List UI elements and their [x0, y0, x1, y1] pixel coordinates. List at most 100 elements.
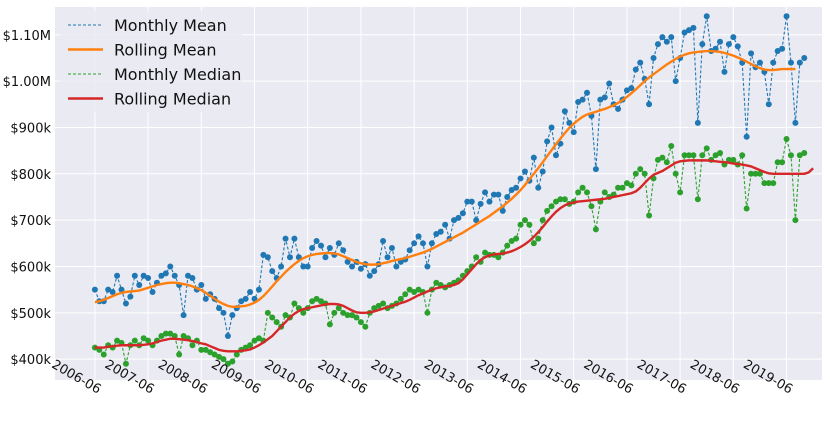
monthly-median-point [681, 152, 688, 159]
monthly-mean-point [136, 282, 143, 289]
monthly-median-point [318, 298, 325, 305]
monthly-mean-point [335, 240, 342, 247]
monthly-median-point [601, 189, 608, 196]
y-tick-label: $1.00M [3, 75, 51, 90]
monthly-median-point [756, 170, 763, 177]
monthly-mean-point [415, 233, 422, 240]
monthly-median-point [592, 226, 599, 233]
monthly-mean-point [105, 286, 112, 293]
y-axis-ticks: $400k $500k $600k $700k $800k $900k $1.00M $1.1… [3, 29, 52, 368]
monthly-median-point [402, 291, 409, 298]
monthly-median-point [189, 342, 196, 349]
monthly-median-point [628, 182, 635, 189]
monthly-median-point [508, 237, 515, 244]
monthly-median-point [211, 351, 218, 358]
monthly-median-point [273, 319, 280, 326]
monthly-median-point [752, 170, 759, 177]
monthly-mean-point [300, 263, 307, 270]
monthly-median-point [663, 159, 670, 166]
monthly-median-point [685, 152, 692, 159]
monthly-mean-point [428, 240, 435, 247]
monthly-median-point [521, 217, 528, 224]
monthly-mean-point [278, 263, 285, 270]
monthly-median-point [739, 152, 746, 159]
monthly-mean-point [668, 34, 675, 41]
monthly-median-point [672, 170, 679, 177]
monthly-mean-point [114, 272, 121, 279]
monthly-mean-point [91, 286, 98, 293]
monthly-mean-point [380, 237, 387, 244]
y-tick-label: $600k [10, 260, 51, 275]
monthly-mean-point [366, 272, 373, 279]
monthly-mean-point [486, 198, 493, 205]
monthly-mean-point [513, 184, 520, 191]
monthly-mean-point [725, 41, 732, 48]
monthly-mean-point [202, 295, 209, 302]
legend-label-rolling-median: Rolling Median [114, 90, 231, 109]
monthly-mean-point [216, 305, 223, 312]
monthly-mean-point [575, 98, 582, 105]
y-tick-label: $700k [10, 214, 51, 229]
monthly-median-point [198, 346, 205, 353]
series-layer [91, 13, 814, 367]
monthly-mean-point [482, 189, 489, 196]
monthly-mean-point [313, 237, 320, 244]
monthly-mean-point [579, 96, 586, 103]
monthly-median-point [703, 145, 710, 152]
monthly-mean-point [721, 68, 728, 75]
monthly-mean-point [730, 34, 737, 41]
monthly-median-point [158, 332, 165, 339]
monthly-median-point [712, 152, 719, 159]
monthly-mean-point [659, 34, 666, 41]
monthly-median-point [637, 166, 644, 173]
monthly-mean-point [632, 66, 639, 73]
monthly-median-point [699, 152, 706, 159]
monthly-median-point [424, 309, 431, 316]
monthly-mean-point [473, 217, 480, 224]
monthly-median-point [349, 312, 356, 319]
monthly-mean-point [552, 152, 559, 159]
monthly-median-point [641, 170, 648, 177]
monthly-median-point [517, 221, 524, 228]
legend-label-rolling-mean: Rolling Mean [114, 41, 217, 60]
monthly-mean-point [743, 133, 750, 140]
monthly-median-point [331, 309, 338, 316]
monthly-mean-point [774, 48, 781, 55]
legend-label-monthly-median: Monthly Median [114, 65, 241, 84]
monthly-mean-point [592, 166, 599, 173]
monthly-mean-point [238, 298, 245, 305]
monthly-median-point [247, 342, 254, 349]
monthly-median-point [783, 136, 790, 143]
monthly-median-point [380, 300, 387, 307]
monthly-mean-point [269, 268, 276, 275]
monthly-median-point [229, 358, 236, 365]
monthly-median-point [552, 198, 559, 205]
monthly-mean-point [796, 59, 803, 66]
monthly-mean-point [255, 286, 262, 293]
monthly-median-point [801, 149, 808, 156]
monthly-median-point [207, 349, 214, 356]
monthly-mean-point [783, 13, 790, 20]
monthly-mean-point [756, 59, 763, 66]
monthly-median-point [411, 288, 418, 295]
monthly-mean-point [349, 263, 356, 270]
y-tick-label: $900k [10, 121, 51, 136]
monthly-median-point [690, 152, 697, 159]
monthly-mean-point [282, 235, 289, 242]
monthly-median-point [579, 184, 586, 191]
monthly-mean-point [628, 85, 635, 92]
monthly-mean-point [419, 240, 426, 247]
monthly-mean-point [792, 119, 799, 126]
monthly-mean-point [158, 272, 165, 279]
monthly-median-point [114, 337, 121, 344]
monthly-median-point [787, 152, 794, 159]
monthly-median-point [202, 346, 209, 353]
monthly-median-point [122, 360, 129, 367]
monthly-mean-point [291, 235, 298, 242]
monthly-mean-point [442, 221, 449, 228]
monthly-median-point [548, 203, 555, 210]
monthly-mean-point [220, 309, 227, 316]
monthly-mean-point [247, 288, 254, 295]
